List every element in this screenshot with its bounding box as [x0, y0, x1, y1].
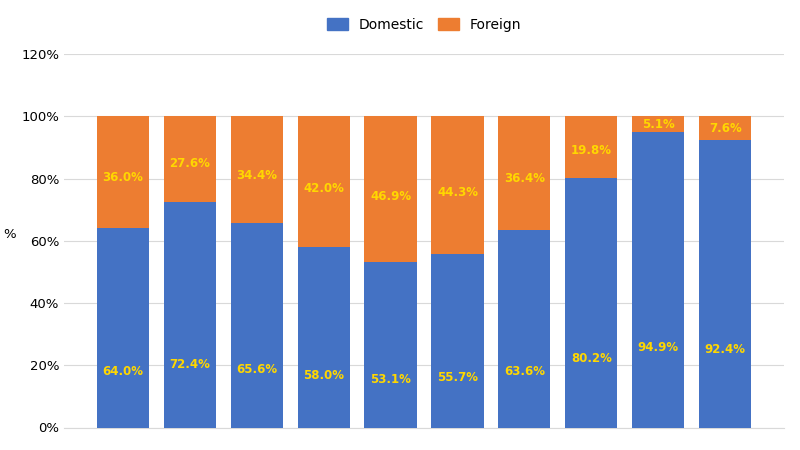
Text: 46.9%: 46.9% [370, 190, 411, 203]
Text: 64.0%: 64.0% [102, 364, 143, 378]
Bar [298, 116, 350, 247]
Text: 63.6%: 63.6% [504, 365, 545, 378]
Bar [230, 223, 282, 428]
Bar [365, 262, 417, 428]
Text: 34.4%: 34.4% [236, 169, 277, 182]
Text: 72.4%: 72.4% [170, 358, 210, 371]
Bar [97, 116, 149, 228]
Text: 36.4%: 36.4% [504, 172, 545, 185]
Bar [498, 230, 550, 428]
Bar [431, 254, 483, 428]
Bar [566, 178, 618, 428]
Text: 65.6%: 65.6% [236, 364, 278, 377]
Text: 7.6%: 7.6% [709, 122, 742, 135]
Text: 92.4%: 92.4% [705, 342, 746, 356]
Bar [230, 116, 282, 223]
Bar [365, 116, 417, 262]
Bar [632, 116, 684, 132]
Bar [632, 132, 684, 428]
Bar [164, 202, 216, 428]
Y-axis label: %: % [4, 228, 16, 241]
Bar [431, 116, 483, 254]
Text: 55.7%: 55.7% [437, 371, 478, 384]
Bar [298, 247, 350, 428]
Text: 27.6%: 27.6% [170, 157, 210, 170]
Bar [699, 116, 751, 140]
Bar [699, 140, 751, 428]
Text: 5.1%: 5.1% [642, 118, 674, 130]
Text: 36.0%: 36.0% [102, 171, 143, 184]
Text: 53.1%: 53.1% [370, 373, 411, 386]
Bar [566, 116, 618, 178]
Text: 58.0%: 58.0% [303, 369, 344, 382]
Text: 44.3%: 44.3% [437, 185, 478, 198]
Text: 19.8%: 19.8% [571, 144, 612, 157]
Text: 94.9%: 94.9% [638, 341, 679, 354]
Bar [97, 228, 149, 428]
Bar [498, 116, 550, 230]
Text: 80.2%: 80.2% [571, 352, 612, 365]
Legend: Domestic, Foreign: Domestic, Foreign [321, 13, 527, 37]
Bar [164, 116, 216, 202]
Text: 42.0%: 42.0% [303, 182, 344, 195]
